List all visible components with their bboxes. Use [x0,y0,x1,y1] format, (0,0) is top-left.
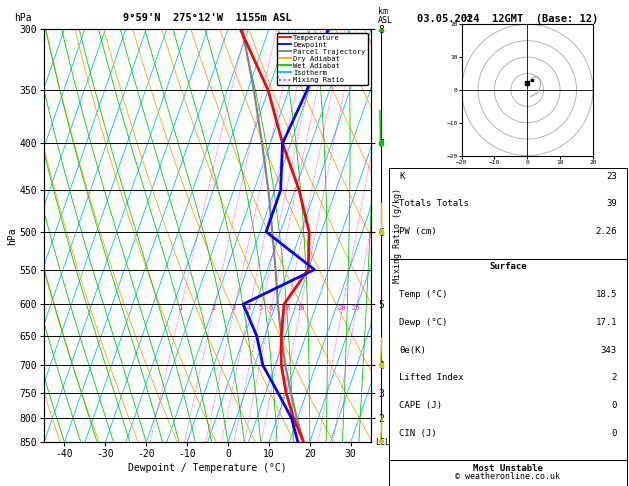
Text: kt: kt [463,14,472,23]
Text: 1: 1 [178,305,182,311]
Text: 18.5: 18.5 [596,290,617,299]
Text: hPa: hPa [14,13,32,23]
Text: 2.26: 2.26 [596,227,617,236]
Text: CAPE (J): CAPE (J) [399,401,442,410]
Text: 8: 8 [285,305,289,311]
Text: Totals Totals: Totals Totals [399,199,469,208]
Y-axis label: hPa: hPa [7,227,17,244]
Text: K: K [399,172,404,181]
Text: 25: 25 [352,305,360,311]
Text: Temp (°C): Temp (°C) [399,290,447,299]
Text: Most Unstable: Most Unstable [473,464,543,473]
Text: Mixing Ratio (g/kg): Mixing Ratio (g/kg) [392,188,402,283]
Text: 23: 23 [606,172,617,181]
Text: 0: 0 [611,401,617,410]
Text: Surface: Surface [489,262,526,272]
Text: 343: 343 [601,346,617,355]
Text: 2: 2 [611,373,617,382]
Bar [389,168,626,259]
Text: 3: 3 [231,305,236,311]
Text: 10: 10 [296,305,304,311]
Text: CIN (J): CIN (J) [399,429,437,438]
Text: 03.05.2024  12GMT  (Base: 12): 03.05.2024 12GMT (Base: 12) [417,14,599,24]
Text: 39: 39 [606,199,617,208]
Bar [389,460,626,486]
Text: 17.1: 17.1 [596,318,617,327]
Text: 5: 5 [259,305,263,311]
Text: Dewp (°C): Dewp (°C) [399,318,447,327]
Text: PW (cm): PW (cm) [399,227,437,236]
Text: θe(K): θe(K) [399,346,426,355]
Text: km
ASL: km ASL [377,7,392,25]
Text: 0: 0 [611,429,617,438]
Text: © weatheronline.co.uk: © weatheronline.co.uk [455,472,560,481]
Text: LCL: LCL [376,438,390,447]
Legend: Temperature, Dewpoint, Parcel Trajectory, Dry Adiabat, Wet Adiabat, Isotherm, Mi: Temperature, Dewpoint, Parcel Trajectory… [277,33,367,85]
Text: 20: 20 [338,305,346,311]
Text: 2: 2 [211,305,215,311]
Text: 6: 6 [269,305,273,311]
Text: 9°59'N  275°12'W  1155m ASL: 9°59'N 275°12'W 1155m ASL [123,13,292,23]
Text: 4: 4 [247,305,251,311]
Bar [389,259,626,460]
X-axis label: Dewpoint / Temperature (°C): Dewpoint / Temperature (°C) [128,463,287,473]
Text: Lifted Index: Lifted Index [399,373,464,382]
